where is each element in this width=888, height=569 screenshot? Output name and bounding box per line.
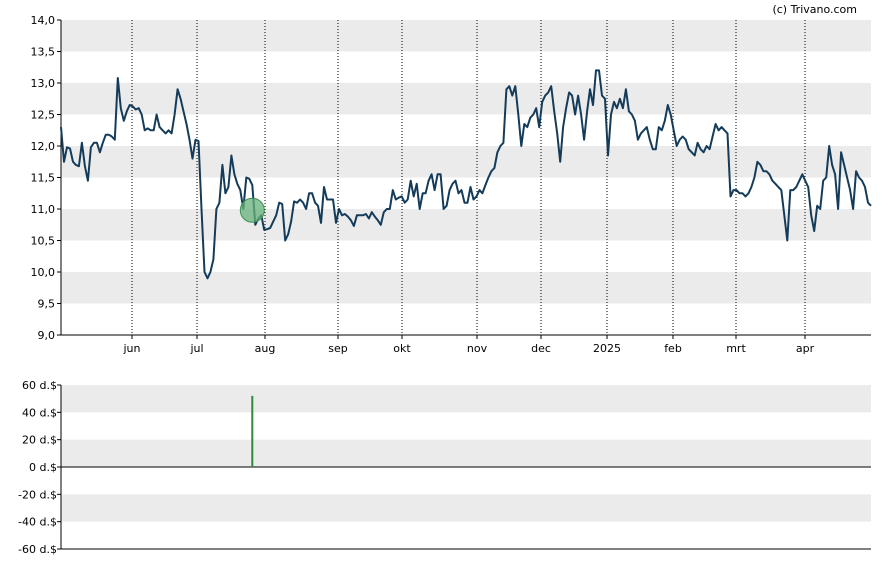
y-tick-label: 10,5 <box>31 235 56 248</box>
price-grid-band <box>61 20 871 52</box>
volume-y-tick-label: 60 d.$ <box>22 379 57 392</box>
x-tick-label: apr <box>796 342 815 355</box>
x-tick-label: 2025 <box>593 342 621 355</box>
credit-text: (c) Trivano.com <box>772 3 857 16</box>
event-marker <box>239 197 265 223</box>
volume-y-tick-label: 0 d.$ <box>29 461 57 474</box>
volume-y-tick-label: -60 d.$ <box>18 543 57 556</box>
y-tick-label: 12,0 <box>31 140 56 153</box>
x-tick-label: jun <box>123 342 141 355</box>
x-tick-label: nov <box>467 342 488 355</box>
x-tick-label: jul <box>189 342 203 355</box>
price-grid-band <box>61 209 871 241</box>
volume-y-tick-label: 40 d.$ <box>22 406 57 419</box>
volume-grid-band <box>61 494 871 522</box>
y-tick-label: 9,0 <box>38 329 56 342</box>
x-tick-label: dec <box>531 342 551 355</box>
y-tick-label: 13,5 <box>31 46 56 59</box>
volume-panel: 60 d.$ 40 d.$ 20 d.$ 0 d.$ -20 d.$ -40 d.$ -60… <box>18 379 871 556</box>
y-tick-label: 12,5 <box>31 109 56 122</box>
volume-y-tick-label: -20 d.$ <box>18 488 57 501</box>
y-tick-label: 11,5 <box>31 172 56 185</box>
volume-grid-band <box>61 385 871 413</box>
y-tick-label: 11,0 <box>31 203 56 216</box>
price-panel: 14,0 13,5 13,0 12,5 12,0 11,5 11,0 10,5 10,0 9,5 9… <box>31 14 872 355</box>
x-tick-label: sep <box>328 342 347 355</box>
y-tick-label: 14,0 <box>31 14 56 27</box>
volume-y-tick-label: 20 d.$ <box>22 434 57 447</box>
price-series-line <box>60 69 872 280</box>
y-tick-label: 9,5 <box>38 298 56 311</box>
x-tick-label: aug <box>255 342 276 355</box>
volume-grid-band <box>61 439 871 467</box>
price-grid-band <box>61 272 871 304</box>
x-tick-label: okt <box>393 342 411 355</box>
y-tick-label: 13,0 <box>31 77 56 90</box>
y-tick-label: 10,0 <box>31 266 56 279</box>
volume-y-tick-label: -40 d.$ <box>18 516 57 529</box>
x-tick-label: mrt <box>726 342 746 355</box>
x-tick-label: feb <box>664 342 682 355</box>
price-grid-band <box>61 146 871 178</box>
